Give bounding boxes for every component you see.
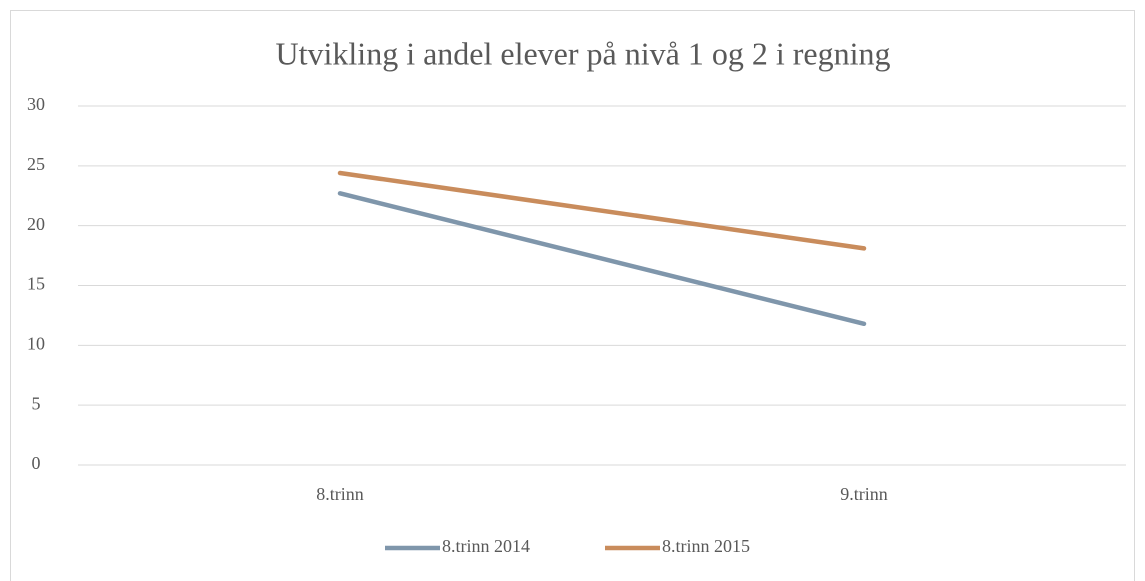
x-tick-label: 9.trinn: [840, 484, 888, 504]
y-tick-label: 0: [32, 453, 41, 473]
chart-title: Utvikling i andel elever på nivå 1 og 2 …: [276, 35, 891, 71]
line: [337, 170, 867, 251]
x-tick-label: 8.trinn: [316, 484, 364, 504]
chart-border: [10, 10, 1135, 581]
legend-label: 8.trinn 2015: [662, 536, 750, 556]
y-tick-label: 5: [32, 393, 41, 413]
y-tick-label: 15: [27, 274, 45, 294]
y-tick-label: 20: [27, 214, 45, 234]
legend-label: 8.trinn 2014: [442, 536, 530, 556]
line: [337, 191, 867, 327]
y-tick-label: 10: [27, 333, 45, 353]
y-tick-label: 30: [27, 94, 45, 114]
y-tick-label: 25: [27, 154, 45, 174]
